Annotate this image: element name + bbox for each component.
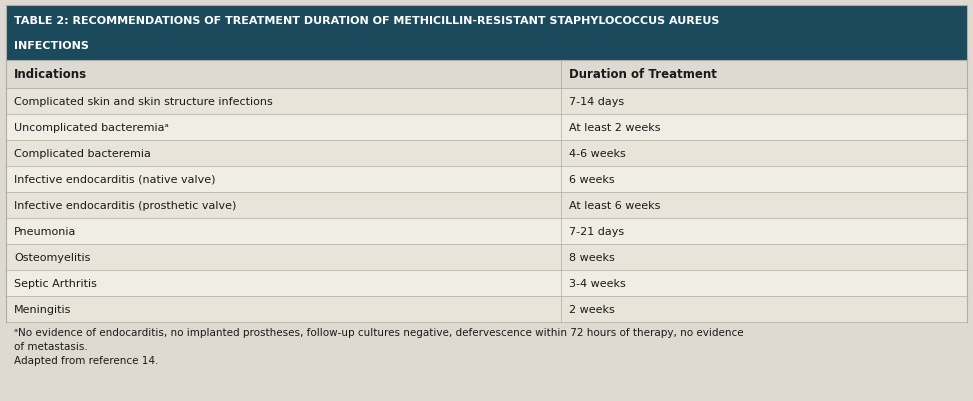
Text: 2 weeks: 2 weeks <box>569 304 615 314</box>
Text: Complicated skin and skin structure infections: Complicated skin and skin structure infe… <box>14 97 272 107</box>
Bar <box>6 166 967 192</box>
Text: TABLE 2: RECOMMENDATIONS OF TREATMENT DURATION OF METHICILLIN-RESISTANT STAPHYLO: TABLE 2: RECOMMENDATIONS OF TREATMENT DU… <box>14 16 719 26</box>
Text: Infective endocarditis (native valve): Infective endocarditis (native valve) <box>14 174 215 184</box>
Text: Osteomyelitis: Osteomyelitis <box>14 252 90 262</box>
Bar <box>6 296 967 322</box>
Text: 7-21 days: 7-21 days <box>569 227 625 237</box>
Text: 4-6 weeks: 4-6 weeks <box>569 149 627 159</box>
Bar <box>6 6 967 61</box>
Text: Indications: Indications <box>14 68 88 81</box>
Text: At least 2 weeks: At least 2 weeks <box>569 123 661 133</box>
Text: of metastasis.: of metastasis. <box>14 341 88 351</box>
Text: Pneumonia: Pneumonia <box>14 227 76 237</box>
Bar <box>6 192 967 219</box>
Text: Adapted from reference 14.: Adapted from reference 14. <box>14 355 159 365</box>
Text: 3-4 weeks: 3-4 weeks <box>569 278 627 288</box>
Bar <box>6 270 967 296</box>
Text: Septic Arthritis: Septic Arthritis <box>14 278 97 288</box>
Text: 7-14 days: 7-14 days <box>569 97 625 107</box>
Text: At least 6 weeks: At least 6 weeks <box>569 200 661 211</box>
Bar <box>6 89 967 115</box>
Bar <box>6 115 967 141</box>
Text: Uncomplicated bacteremiaᵃ: Uncomplicated bacteremiaᵃ <box>14 123 169 133</box>
Bar <box>6 141 967 166</box>
Text: Infective endocarditis (prosthetic valve): Infective endocarditis (prosthetic valve… <box>14 200 236 211</box>
Bar <box>6 244 967 270</box>
Text: ᵃNo evidence of endocarditis, no implanted prostheses, follow-up cultures negati: ᵃNo evidence of endocarditis, no implant… <box>14 327 743 337</box>
Text: 6 weeks: 6 weeks <box>569 174 615 184</box>
Bar <box>6 219 967 244</box>
Text: Meningitis: Meningitis <box>14 304 71 314</box>
Text: INFECTIONS: INFECTIONS <box>14 41 89 51</box>
Text: Duration of Treatment: Duration of Treatment <box>569 68 717 81</box>
Bar <box>6 61 967 89</box>
Text: Complicated bacteremia: Complicated bacteremia <box>14 149 151 159</box>
Text: 8 weeks: 8 weeks <box>569 252 615 262</box>
